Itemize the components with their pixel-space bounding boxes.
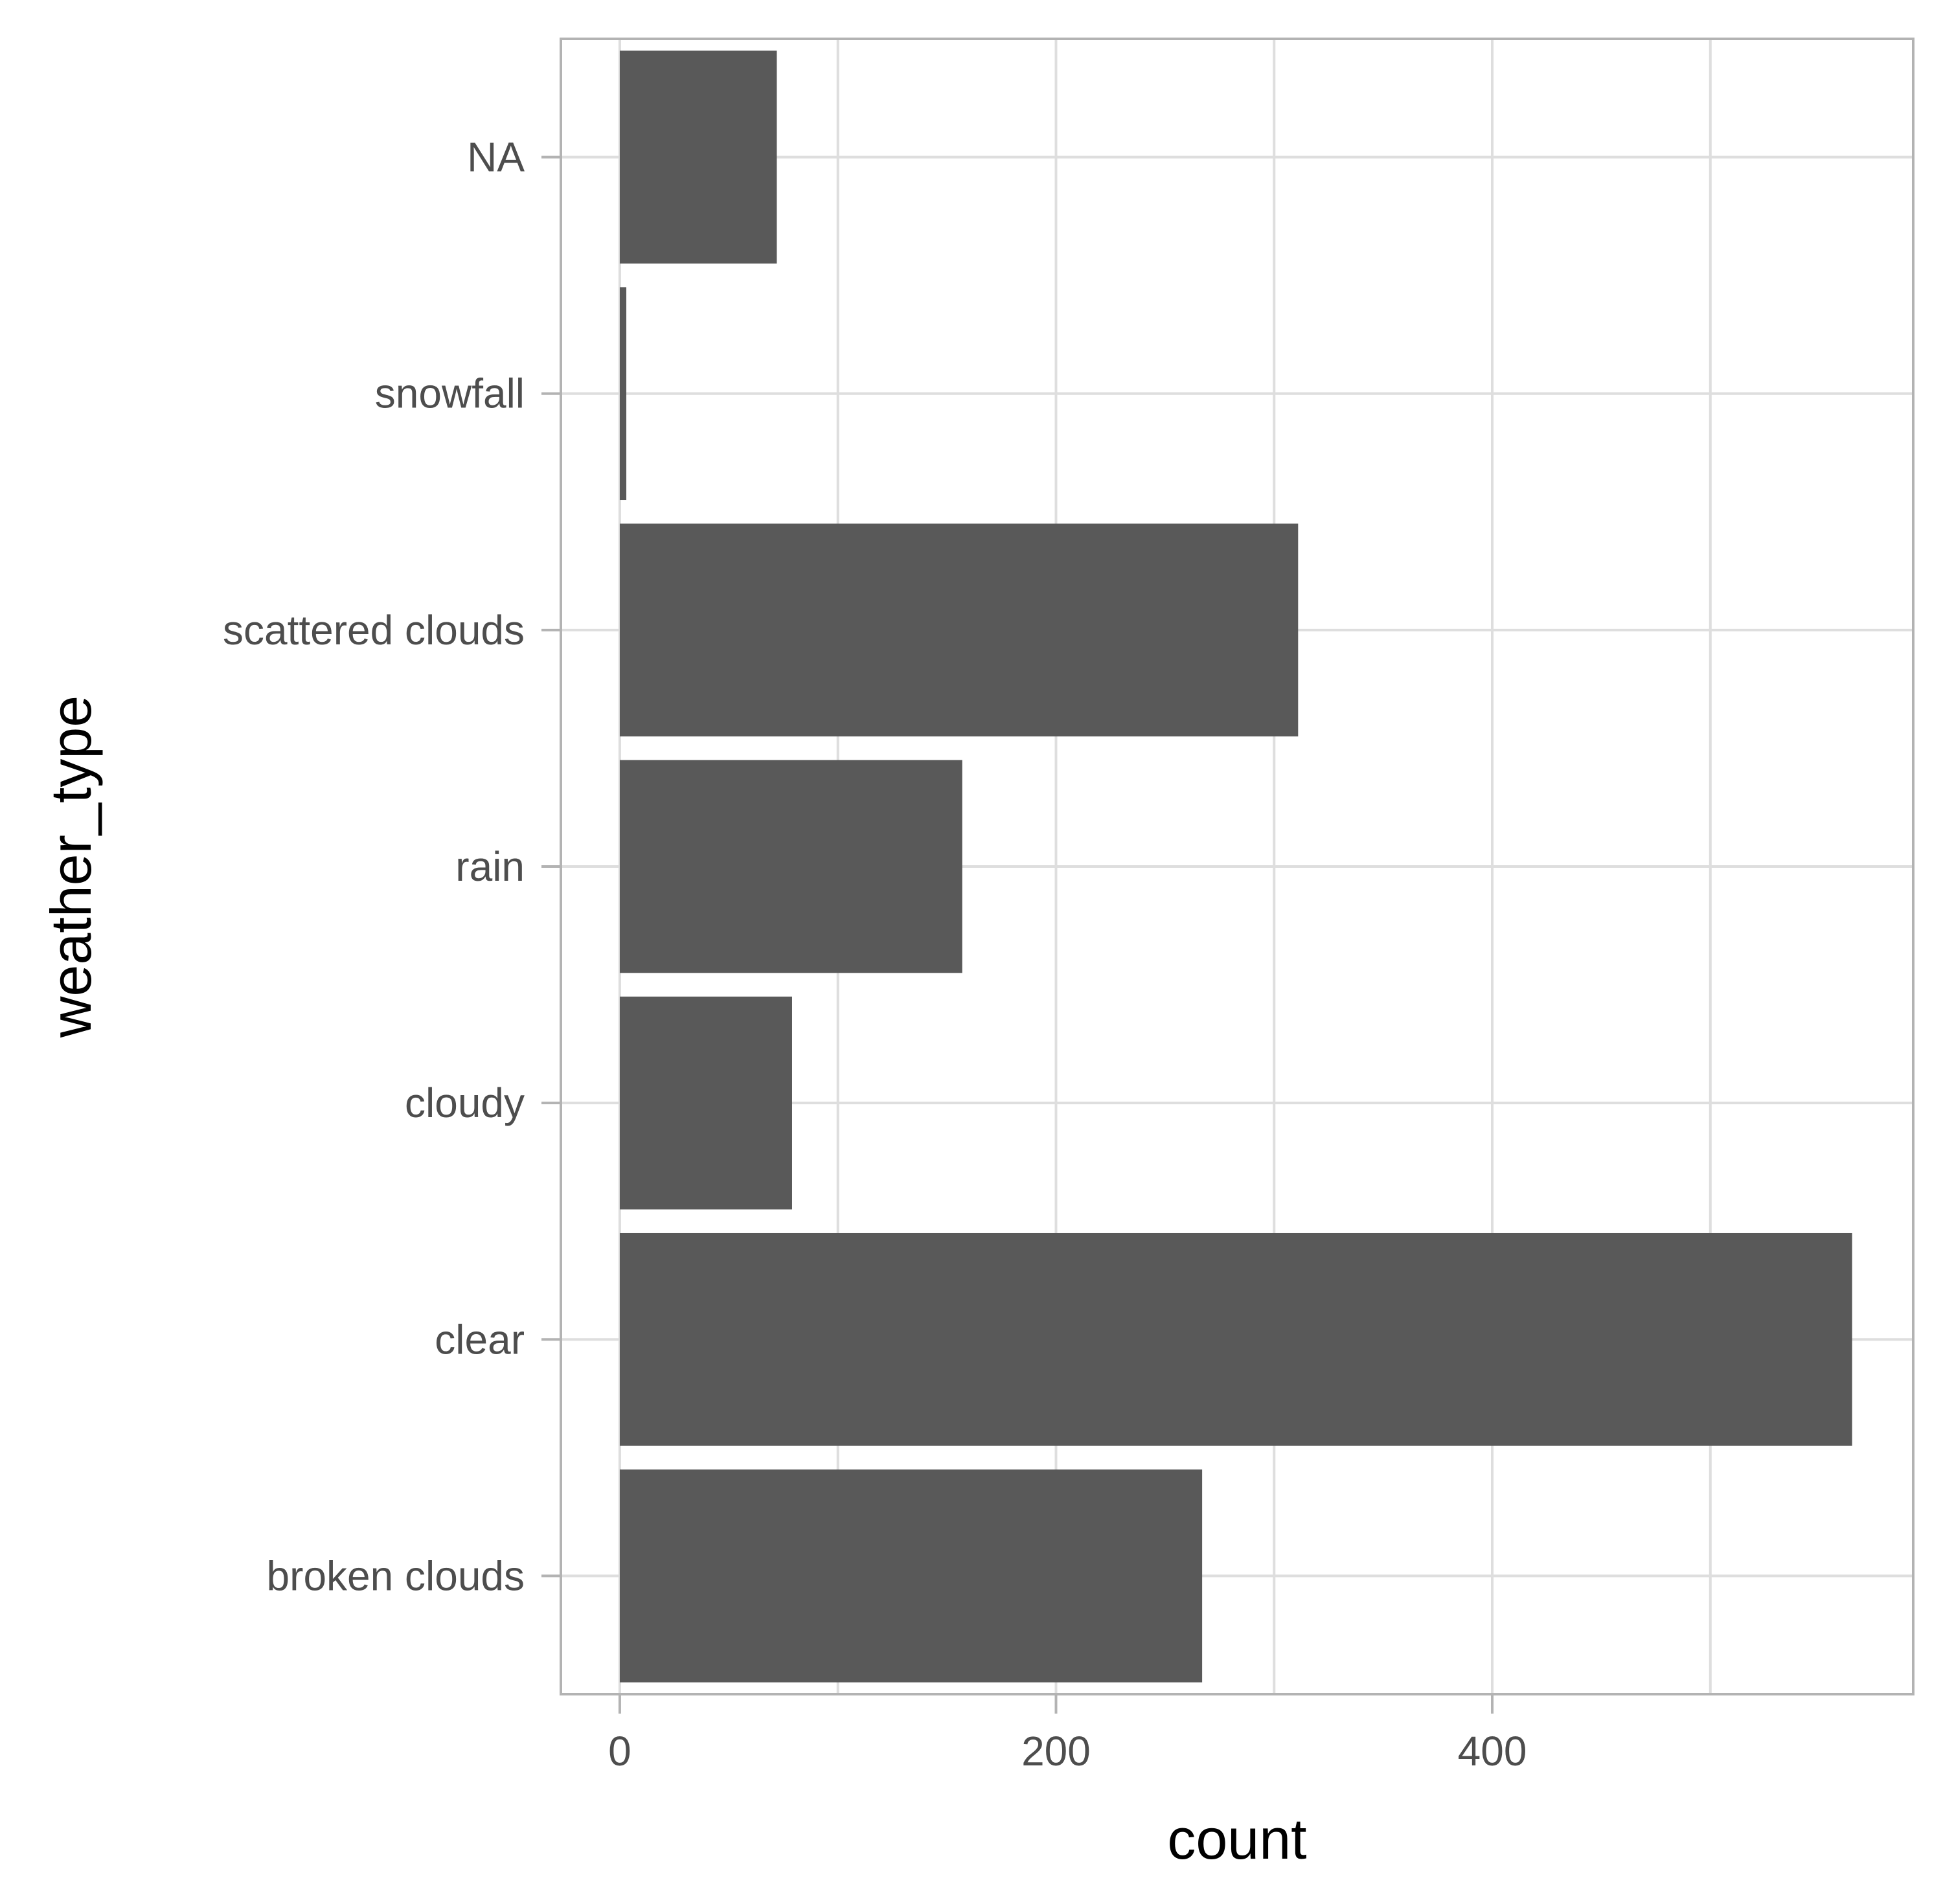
y-tick-label: NA — [467, 134, 525, 181]
bar-broken-clouds — [619, 1469, 1203, 1683]
y-tick-label: rain — [455, 843, 525, 890]
bars — [619, 51, 1852, 1683]
y-axis-title: weather_type — [39, 696, 103, 1038]
x-tick-label: 0 — [608, 1728, 631, 1774]
bar-snowfall — [619, 287, 627, 501]
y-tick-label: snowfall — [375, 370, 525, 417]
bar-rain — [619, 760, 962, 973]
y-tick-label: scattered clouds — [223, 607, 525, 653]
x-tick-label: 400 — [1458, 1728, 1527, 1774]
y-tick-label: broken clouds — [267, 1552, 525, 1599]
x-axis: 0 200 400 — [608, 1694, 1527, 1774]
bar-cloudy — [619, 996, 792, 1210]
y-tick-label: cloudy — [405, 1080, 525, 1126]
bar-na — [619, 51, 777, 264]
bar-clear — [619, 1232, 1852, 1446]
bar-scattered-clouds — [619, 523, 1299, 737]
x-axis-title: count — [1167, 1807, 1306, 1871]
y-axis: broken clouds clear cloudy rain scattered cl… — [223, 134, 561, 1599]
x-tick-label: 200 — [1021, 1728, 1091, 1774]
y-tick-label: clear — [435, 1316, 525, 1363]
